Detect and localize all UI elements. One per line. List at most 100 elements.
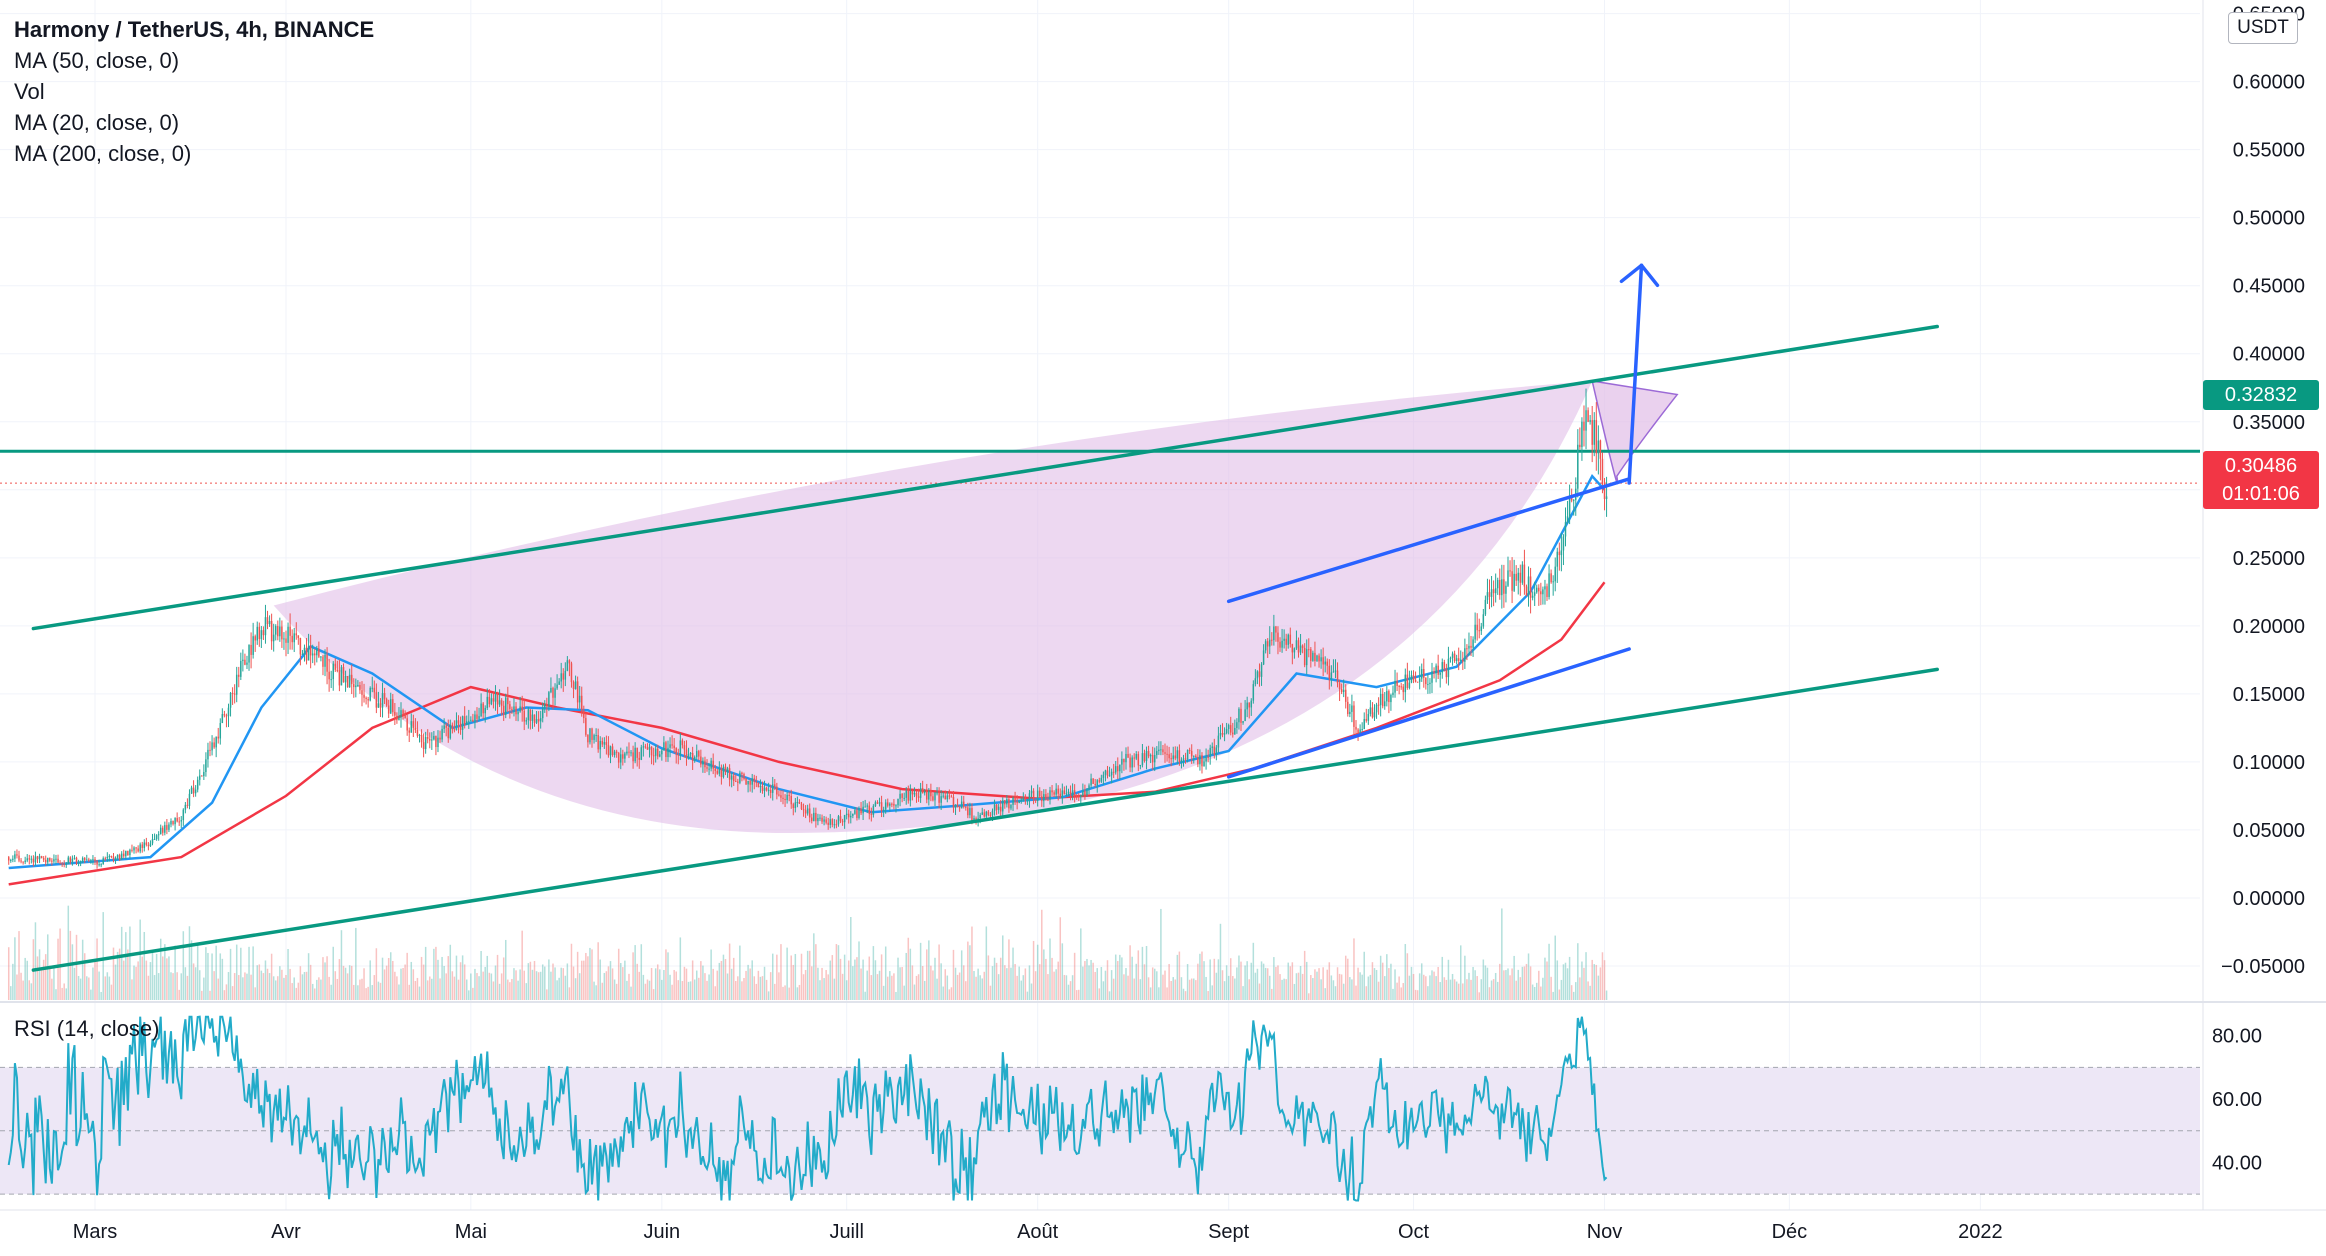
- candle-body: [798, 802, 801, 804]
- candle-body: [1577, 444, 1579, 489]
- volume-bar: [279, 966, 281, 1000]
- candle-body: [326, 654, 328, 672]
- volume-bar: [346, 973, 349, 1000]
- volume-bar: [646, 979, 649, 1000]
- candle-body: [792, 804, 795, 809]
- volume-bar: [1384, 976, 1386, 1000]
- candle-body: [956, 804, 959, 808]
- candle-body: [909, 790, 912, 801]
- volume-bar: [595, 985, 597, 1000]
- candle-body: [958, 807, 961, 809]
- arrow-head: [1619, 263, 1660, 288]
- volume-bar: [1096, 968, 1098, 1000]
- volume-bar: [704, 973, 706, 1000]
- volume-bar: [1092, 962, 1094, 1000]
- ma50-legend[interactable]: MA (50, close, 0): [14, 48, 180, 73]
- candle-body: [1447, 658, 1450, 678]
- candle-body: [1420, 669, 1423, 679]
- candle-body: [291, 635, 293, 643]
- volume-bar: [476, 973, 478, 1000]
- volume-bar: [83, 953, 86, 1000]
- cup-fill: [273, 380, 1593, 834]
- candle-body: [69, 857, 72, 863]
- volume-bar: [213, 971, 215, 1000]
- ma200-legend[interactable]: MA (200, close, 0): [14, 141, 192, 166]
- candle-body: [790, 795, 792, 805]
- candle-body: [1209, 747, 1211, 758]
- candle-body: [1462, 659, 1464, 662]
- volume-bar: [248, 946, 250, 1000]
- candle-body: [1431, 671, 1433, 683]
- volume-bar: [1336, 967, 1339, 1000]
- volume-bar: [174, 945, 176, 1000]
- candle-body: [997, 806, 1000, 810]
- volume-bar: [1279, 974, 1281, 1000]
- candle-body: [344, 675, 347, 683]
- candle-body: [1435, 665, 1437, 674]
- candle-body: [751, 778, 753, 785]
- volume-legend[interactable]: Vol: [14, 79, 45, 104]
- volume-bar: [843, 954, 846, 1000]
- candle-body: [213, 742, 215, 748]
- candle-body: [1299, 645, 1302, 653]
- volume-bar: [671, 984, 673, 1000]
- volume-bar: [1540, 986, 1542, 1000]
- candle-body: [1303, 647, 1306, 666]
- candle-body: [1256, 671, 1259, 679]
- volume-bar: [1396, 982, 1398, 1000]
- candle-body: [1480, 626, 1483, 632]
- volume-bar: [979, 975, 981, 1000]
- volume-bar: [342, 965, 345, 1000]
- candle-body: [882, 809, 885, 811]
- volume-bar: [385, 965, 388, 1000]
- candle-body: [556, 684, 558, 689]
- volume-bar: [1570, 985, 1573, 1000]
- volume-bar: [794, 953, 797, 1000]
- candle-body: [1472, 639, 1474, 648]
- candle-body: [153, 838, 156, 840]
- volume-bar: [127, 949, 129, 1000]
- volume-bar: [1474, 970, 1476, 1000]
- volume-bar: [1455, 981, 1458, 1000]
- ma20-legend[interactable]: MA (20, close, 0): [14, 110, 180, 135]
- volume-bar: [465, 979, 468, 1000]
- candle-body: [1527, 576, 1530, 596]
- volume-bar: [357, 985, 359, 1000]
- currency-unit[interactable]: USDT: [2228, 12, 2298, 44]
- volume-bar: [404, 964, 406, 1000]
- candle-body: [1244, 709, 1246, 722]
- volume-bar: [281, 969, 283, 1000]
- candle-body: [1147, 750, 1150, 757]
- volume-bar: [804, 970, 807, 1000]
- volume-bar: [778, 972, 780, 1000]
- volume-bar: [336, 978, 339, 1000]
- candle-body: [685, 749, 688, 758]
- candle-body: [985, 811, 988, 817]
- candle-body: [1533, 592, 1536, 596]
- candle-body: [687, 754, 690, 758]
- candle-body: [1564, 522, 1567, 537]
- volume-bar: [1084, 961, 1086, 1000]
- chart-title[interactable]: Harmony / TetherUS, 4h, BINANCE: [14, 17, 375, 42]
- volume-bar: [1326, 969, 1329, 1000]
- volume-bar: [1342, 983, 1345, 1000]
- volume-bar: [1121, 957, 1123, 1000]
- price-tick-label: 0.35000: [2233, 412, 2305, 434]
- candle-body: [648, 746, 651, 750]
- volume-bar: [1053, 971, 1055, 1000]
- volume-bar: [1299, 966, 1302, 1000]
- candle-body: [186, 804, 189, 806]
- volume-bar: [763, 966, 766, 1000]
- time-tick-label: Oct: [1398, 1221, 1430, 1243]
- candle-body: [219, 723, 222, 739]
- candle-body: [663, 742, 665, 751]
- volume-bar: [344, 967, 347, 1000]
- volume-bar: [845, 980, 848, 1000]
- candle-body: [463, 716, 466, 725]
- volume-bar: [433, 948, 435, 1000]
- candle-body: [502, 705, 505, 715]
- candle-body: [1110, 771, 1113, 776]
- candle-body: [422, 742, 425, 750]
- rsi-legend[interactable]: RSI (14, close): [14, 1016, 160, 1041]
